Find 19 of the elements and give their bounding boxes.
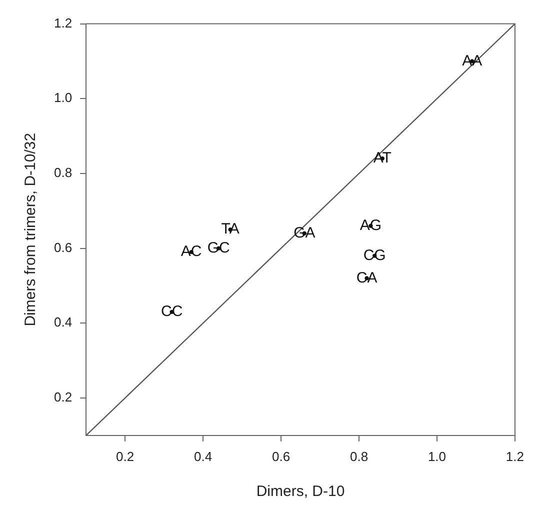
y-tick-label: 0.4 bbox=[54, 314, 72, 330]
x-tick-label: 1.0 bbox=[428, 448, 446, 464]
y-tick-label: 1.2 bbox=[54, 15, 72, 30]
y-tick-label: 0.6 bbox=[54, 240, 72, 255]
data-label: GA bbox=[294, 224, 316, 242]
x-tick-label: 0.8 bbox=[350, 448, 368, 464]
data-label: GC bbox=[207, 239, 230, 256]
y-tick-label: 0.8 bbox=[54, 165, 72, 180]
data-label: CC bbox=[161, 303, 183, 320]
y-axis-title: Dimers from trimers, D-10/32 bbox=[22, 132, 40, 326]
data-label: CA bbox=[356, 269, 378, 286]
y-tick-label: 0.2 bbox=[54, 390, 72, 405]
x-axis-title: Dimers, D-10 bbox=[256, 483, 345, 500]
x-tick-label: 0.4 bbox=[194, 448, 212, 464]
x-tick-label: 1.2 bbox=[506, 448, 524, 464]
x-tick-label: 0.2 bbox=[116, 448, 134, 464]
x-tick-label: 0.6 bbox=[272, 448, 290, 464]
data-label: TA bbox=[221, 220, 240, 238]
y-tick-label: 1.0 bbox=[54, 90, 72, 106]
